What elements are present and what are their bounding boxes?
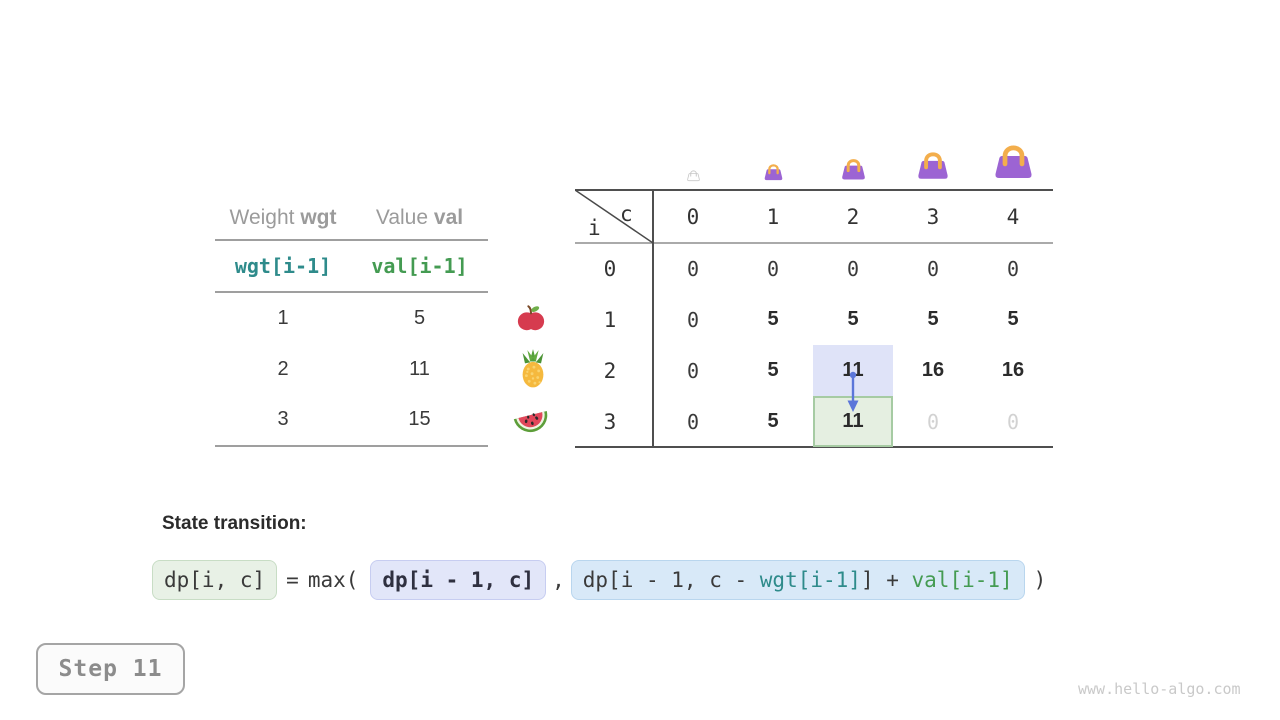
formula-comma: , [552,568,565,592]
formula-arg2-box: dp[i - 1, c - wgt[i-1]] + val[i-1] [570,560,1025,600]
dp-cell: 11 [842,359,864,381]
bag-icon-capacity-4 [994,145,1032,179]
dp-cell: 5 [767,308,779,330]
bag-icon-capacity-3 [918,152,948,179]
dp-cell: 0 [1006,409,1020,434]
formula-lhs-box: dp[i, c] [152,560,278,600]
formula-arg2-wgt: wgt[i-1] [759,568,861,592]
dp-cell: 5 [927,308,939,330]
item-value-cell: 5 [413,306,426,329]
value-column-header: Value val [375,206,464,229]
weight-column-header: Weight wgt [229,206,337,229]
dp-cell: 0 [686,409,700,434]
dp-cell: 0 [766,256,780,281]
dp-cell: 0 [926,409,940,434]
formula-max-open: max( [307,568,359,592]
state-transition-title: State transition: [162,513,307,534]
corner-diagonal-line [575,190,653,243]
formula-arg1-box: dp[i - 1, c] [370,560,547,600]
dp-cell: 0 [926,256,940,281]
wgt-array-label: wgt[i-1] [234,254,332,278]
items-table-row: 3 15 [215,394,488,445]
apple-icon [517,305,545,331]
corner-row-variable: i [588,216,601,240]
dp-cell: 16 [1001,359,1025,381]
dp-cell: 16 [921,359,945,381]
item-weight-cell: 1 [277,306,289,329]
dp-cell: 0 [686,358,700,383]
item-weight-cell: 2 [277,357,289,380]
item-weight-cell: 3 [277,408,289,431]
dp-cell: 5 [767,410,779,432]
step-badge: Step 11 [36,643,185,695]
dp-col-header: 4 [1006,204,1020,229]
transition-arrow-icon [847,371,859,412]
bag-icon-capacity-1 [764,164,782,181]
items-table-divider [215,291,488,293]
bag-icon-capacity-2 [841,159,865,180]
formula-close-paren: ) [1033,568,1047,592]
empty-bag-icon-capacity-0 [686,170,700,182]
corner-col-variable: c [620,202,633,226]
item-value-cell: 15 [408,408,431,431]
items-table-divider [215,445,488,447]
dp-cell: 11 [842,410,864,432]
dp-col-header: 3 [926,204,940,229]
watermelon-icon [513,410,548,433]
dp-row-header: 3 [603,409,617,434]
watermark: www.hello-algo.com [1078,680,1241,698]
dp-row-header: 2 [603,358,617,383]
items-table-code-row: wgt[i-1] val[i-1] [215,241,488,291]
items-table-divider [215,239,488,241]
state-transition-formula: dp[i, c] = max( dp[i - 1, c] , dp[i - 1,… [152,558,1055,602]
dp-cell: 0 [1006,256,1020,281]
dp-table-top-border [575,189,1053,191]
formula-equals: = [286,568,299,592]
dp-col-header: 1 [766,204,780,229]
formula-arg2-mid: ] + [860,568,912,592]
formula-arg2-pre: dp[i - 1, c - [582,568,760,592]
dp-table-vertical-border [652,189,654,448]
val-array-label: val[i-1] [371,254,468,278]
dp-cell: 5 [847,308,859,330]
dp-row-header: 1 [603,307,617,332]
items-table-row: 2 11 [215,344,488,395]
dp-cell: 5 [1007,308,1019,330]
items-table-body: 1 5 2 11 3 15 [215,293,488,445]
dp-table-bottom-border [575,446,1053,448]
dp-row-header: 0 [603,256,617,281]
pineapple-icon [522,349,544,388]
dp-cell: 5 [767,359,779,381]
dp-cell: 0 [686,307,700,332]
item-value-cell: 11 [409,357,430,380]
formula-arg2-val: val[i-1] [911,568,1013,592]
dp-cell: 0 [686,256,700,281]
dp-col-header: 2 [846,204,860,229]
dp-col-header: 0 [686,204,700,229]
items-table-header: Weight wgt Value val [215,196,488,240]
dp-cell: 0 [846,256,860,281]
dp-table-header-divider [575,242,1053,244]
